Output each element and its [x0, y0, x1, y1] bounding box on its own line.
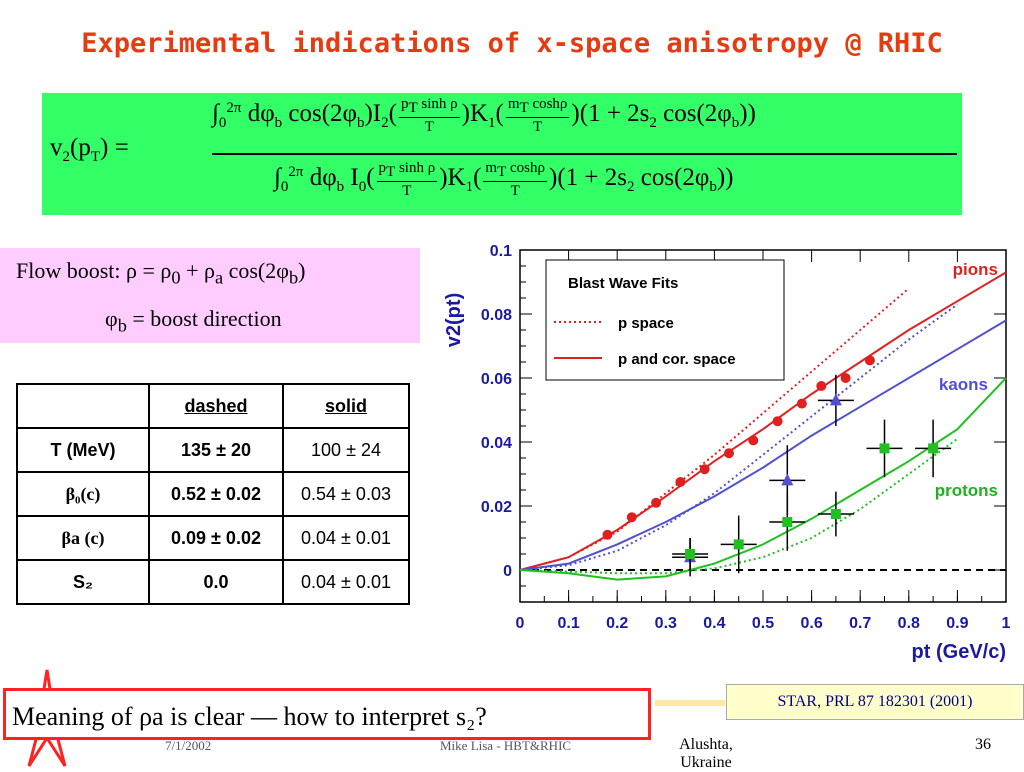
table-cell: βa (c) [16, 515, 150, 561]
fit-parameter-table: dashed solid T (MeV) 135 ± 20 100 ± 24 β… [16, 383, 410, 605]
fit-curve [519, 271, 1007, 571]
table-cell: 100 ± 24 [282, 427, 410, 473]
table-cell: 135 ± 20 [148, 427, 284, 473]
data-point [864, 355, 875, 366]
table-cell: 0.54 ± 0.03 [282, 471, 410, 517]
question-box: Meaning of ρa is clear — how to interpre… [3, 688, 651, 740]
table-row: T (MeV) 135 ± 20 100 ± 24 [16, 427, 410, 473]
data-point [781, 473, 794, 486]
table-cell: 0.04 ± 0.01 [282, 515, 410, 561]
data-point [602, 529, 613, 540]
x-tick-label: 0.9 [946, 615, 968, 632]
footer-author: Mike Lisa - HBT&RHIC [440, 738, 572, 753]
data-point [772, 416, 783, 427]
v2-formula: v2(pT) = ∫02π dφb cos(2φb)I2(pT sinh ρ T)… [42, 93, 962, 215]
star-reference: STAR, PRL 87 182301 (2001) [726, 684, 1024, 720]
data-point [796, 398, 807, 409]
formula-denominator: ∫02π dφb I0(pT sinh ρ T)K1(mT coshρ T)(1 +… [274, 160, 734, 199]
x-tick-label: 0.8 [898, 615, 920, 632]
table-cell: 0.09 ± 0.02 [148, 515, 284, 561]
species-label: protons [935, 481, 998, 500]
data-point [723, 448, 734, 459]
table-header-solid: solid [282, 383, 410, 429]
x-tick-label: 0.5 [752, 615, 774, 632]
x-tick-label: 0.4 [703, 615, 725, 632]
x-tick-label: 0.7 [849, 615, 871, 632]
y-tick-label: 0 [503, 563, 512, 580]
x-tick-label: 0.1 [557, 615, 579, 632]
data-point [830, 509, 841, 519]
data-point [748, 435, 759, 446]
x-axis-label: pt (GeV/c) [912, 641, 1006, 663]
data-point [840, 373, 851, 383]
fit-curve [519, 377, 1007, 581]
x-tick-label: 0 [516, 615, 525, 632]
x-tick-label: 0.3 [655, 615, 677, 632]
table-cell: 0.0 [148, 559, 284, 605]
slide-title: Experimental indications of x-space anis… [81, 28, 943, 59]
flow-boost-label: Flow boost: [16, 258, 121, 283]
table-row: βa (c) 0.09 ± 0.02 0.04 ± 0.01 [16, 515, 410, 561]
y-tick-label: 0.1 [490, 243, 512, 260]
data-point [829, 393, 842, 406]
formula-fraction-line [212, 153, 957, 155]
y-tick-label: 0.02 [481, 499, 512, 516]
formula-lhs: v2(pT) = [50, 134, 129, 165]
data-point [675, 477, 686, 487]
legend-entry: p and cor. space [618, 351, 736, 368]
data-point [782, 517, 793, 527]
data-point [699, 464, 710, 475]
data-point [879, 443, 890, 454]
data-point [928, 443, 939, 454]
data-point [816, 381, 827, 391]
data-point [733, 539, 744, 550]
phi-b-definition: φb = boost direction [105, 306, 282, 336]
footer-date: 7/1/2002 [165, 738, 212, 753]
table-row: β₀(c) 0.52 ± 0.02 0.54 ± 0.03 [16, 471, 410, 517]
x-tick-label: 0.6 [800, 615, 822, 632]
table-cell: 0.52 ± 0.02 [148, 471, 284, 517]
y-tick-label: 0.08 [481, 307, 512, 324]
table-header-row: dashed solid [16, 383, 410, 429]
decorative-stripe [655, 700, 725, 706]
y-tick-label: 0.06 [481, 371, 512, 388]
flow-boost-equation: Flow boost: ρ = ρ0 + ρa cos(2φb) [16, 258, 306, 288]
table-cell: β₀(c) [16, 471, 150, 517]
data-point [651, 497, 662, 508]
legend-title: Blast Wave Fits [568, 275, 678, 292]
species-label: pions [953, 260, 998, 279]
data-point [685, 549, 696, 559]
table-header-empty [16, 383, 150, 429]
table-row: S₂ 0.0 0.04 ± 0.01 [16, 559, 410, 605]
species-label: kaons [939, 375, 988, 394]
table-header-dashed: dashed [148, 383, 284, 429]
y-tick-label: 0.04 [481, 435, 512, 452]
legend-box [545, 259, 785, 381]
legend-entry: p space [618, 315, 674, 332]
x-tick-label: 1 [1002, 615, 1011, 632]
flow-boost-box: Flow boost: ρ = ρ0 + ρa cos(2φb) φb = bo… [0, 248, 420, 343]
table-cell: T (MeV) [16, 427, 150, 473]
table-cell: 0.04 ± 0.01 [282, 559, 410, 605]
data-point [626, 512, 637, 523]
x-tick-label: 0.2 [606, 615, 628, 632]
y-axis-label: v2(pt) [443, 293, 465, 347]
footer-location: Alushta, Ukraine [679, 736, 733, 771]
v2-blast-wave-chart: 0 0.1 0.2 0.3 0.4 0.5 0.6 0.7 0.8 0.9 1 0 0.02 0.04 0.… [443, 243, 1011, 663]
fit-curve [519, 319, 1007, 571]
page-number: 36 [975, 736, 991, 753]
formula-numerator: ∫02π dφb cos(2φb)I2(pT sinh ρ T)K1(mT cos… [212, 96, 756, 135]
table-cell: S₂ [16, 559, 150, 605]
